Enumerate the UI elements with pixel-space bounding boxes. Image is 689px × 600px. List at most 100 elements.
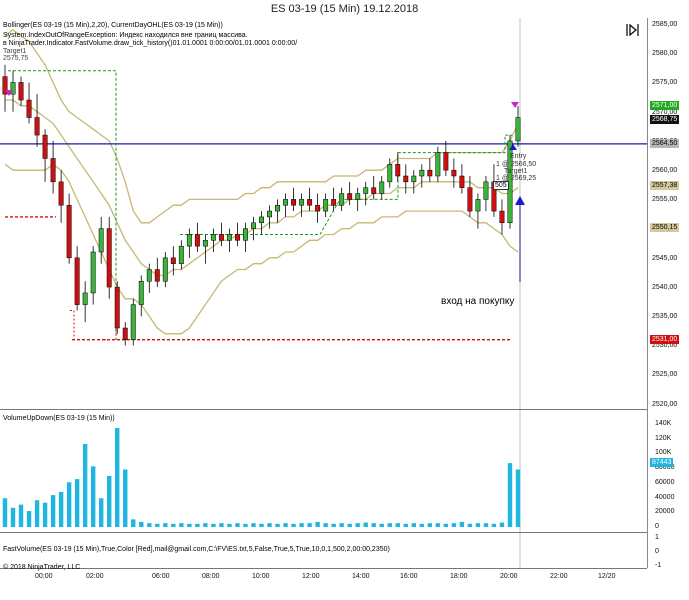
buy-entry-annotation: вход на покупку bbox=[441, 296, 515, 307]
time-tick-label: 12:00 bbox=[302, 573, 320, 580]
volume-bar bbox=[227, 523, 232, 527]
candle bbox=[403, 175, 409, 183]
target1-label: Target1 bbox=[504, 168, 528, 175]
volume-tick-label: 0 bbox=[655, 522, 659, 530]
volume-bar bbox=[235, 523, 240, 527]
volume-bar bbox=[139, 521, 144, 527]
price-tick-label: 2560,00 bbox=[652, 167, 678, 174]
price-tag: 2550,15 bbox=[650, 223, 680, 233]
volume-bar bbox=[507, 463, 513, 527]
candle bbox=[162, 257, 168, 282]
volume-bar bbox=[179, 523, 184, 527]
candle bbox=[194, 234, 200, 247]
target1-text: 1 @ 2569,25 bbox=[496, 175, 537, 182]
volume-bar bbox=[451, 523, 457, 527]
quantity-badge[interactable]: 505 bbox=[493, 181, 509, 190]
candle bbox=[26, 99, 32, 118]
candle bbox=[10, 82, 16, 95]
time-tick-label: 02:00 bbox=[86, 573, 104, 580]
price-tick-label: 2520,00 bbox=[652, 400, 678, 408]
volume-bar bbox=[411, 523, 417, 527]
volume-bar bbox=[34, 500, 40, 527]
volume-bar bbox=[147, 523, 152, 527]
volume-bar bbox=[387, 523, 392, 527]
candle bbox=[323, 199, 329, 212]
candle bbox=[483, 181, 489, 200]
price-tag: 2571,00 bbox=[650, 101, 680, 111]
volume-tick-label: 80000 bbox=[655, 464, 675, 472]
candle bbox=[66, 204, 72, 259]
volume-bar bbox=[371, 523, 376, 527]
candle bbox=[18, 82, 24, 101]
bollinger-label: Bollinger(ES 03-19 (15 Min),2,20), Curre… bbox=[3, 22, 223, 29]
candle bbox=[42, 134, 48, 159]
price-tick-label: 2575,00 bbox=[652, 79, 678, 87]
volume-bar bbox=[459, 521, 465, 527]
volume-tick-label: 120K bbox=[655, 434, 672, 442]
candle bbox=[50, 158, 56, 183]
candle bbox=[122, 327, 128, 340]
volume-bar bbox=[299, 523, 304, 527]
price-axis[interactable] bbox=[647, 18, 689, 568]
candle bbox=[114, 286, 120, 329]
time-tick-label: 08:00 bbox=[202, 573, 220, 580]
candle bbox=[443, 152, 449, 171]
candle bbox=[499, 210, 505, 224]
volume-bar bbox=[74, 479, 80, 527]
candle bbox=[226, 234, 232, 241]
candle bbox=[58, 181, 64, 206]
volume-bar bbox=[58, 491, 64, 527]
entry-marker-icon bbox=[509, 144, 517, 150]
candle bbox=[339, 193, 345, 206]
volume-tick-label: 100K bbox=[655, 449, 672, 457]
candle bbox=[98, 228, 104, 253]
volume-bar bbox=[363, 522, 368, 527]
candle bbox=[411, 175, 417, 183]
bollinger-upper-band bbox=[4, 28, 519, 224]
volume-bar bbox=[323, 523, 328, 527]
sell-marker-icon bbox=[511, 102, 519, 108]
volume-bar bbox=[491, 523, 497, 527]
fastvolume-tick-label: -1 bbox=[655, 562, 662, 569]
time-tick-label: 10:00 bbox=[252, 573, 270, 580]
candle bbox=[435, 152, 441, 177]
fastvolume-tick-label: 1 bbox=[655, 534, 659, 541]
volume-bar bbox=[347, 523, 352, 527]
plot-executions-icon[interactable] bbox=[625, 23, 641, 37]
volume-bar bbox=[18, 504, 24, 527]
volume-bar bbox=[50, 495, 56, 527]
trade-path bbox=[70, 309, 75, 340]
price-tick-label: 2555,00 bbox=[652, 196, 678, 204]
price-tick-label: 2540,00 bbox=[652, 283, 678, 291]
volume-bar bbox=[419, 523, 425, 527]
volume-bar bbox=[82, 443, 88, 527]
target-label: Target1 bbox=[3, 48, 27, 55]
volume-bar bbox=[291, 523, 296, 527]
candle bbox=[138, 280, 144, 305]
buy-arrow-icon bbox=[515, 196, 525, 205]
price-chart[interactable] bbox=[0, 0, 647, 600]
window-title: ES 03-19 (15 Min) 19.12.2018 bbox=[270, 3, 419, 15]
price-tag: 2557,38 bbox=[650, 180, 680, 190]
target-price: 2575,75 bbox=[3, 55, 29, 62]
time-tick-label: 14:00 bbox=[352, 573, 370, 580]
volume-label: VolumeUpDown(ES 03-19 (15 Min)) bbox=[3, 415, 115, 422]
panel-divider bbox=[0, 532, 647, 533]
price-tick-label: 2580,00 bbox=[652, 50, 678, 58]
price-tick-label: 2545,00 bbox=[652, 254, 678, 262]
volume-bar bbox=[427, 523, 433, 527]
volume-bar bbox=[515, 469, 521, 527]
candle bbox=[419, 169, 425, 177]
candle bbox=[234, 234, 240, 241]
candle bbox=[267, 210, 272, 218]
volume-bar bbox=[275, 523, 280, 527]
candle bbox=[387, 164, 393, 183]
copyright: © 2018 NinjaTrader, LLC bbox=[3, 564, 81, 571]
volume-bar bbox=[283, 523, 288, 527]
volume-bar bbox=[195, 523, 200, 527]
candle bbox=[427, 169, 433, 177]
candle bbox=[347, 193, 353, 200]
candle bbox=[459, 175, 465, 188]
fastvolume-tick-label: 0 bbox=[655, 548, 659, 555]
candle bbox=[202, 240, 208, 247]
